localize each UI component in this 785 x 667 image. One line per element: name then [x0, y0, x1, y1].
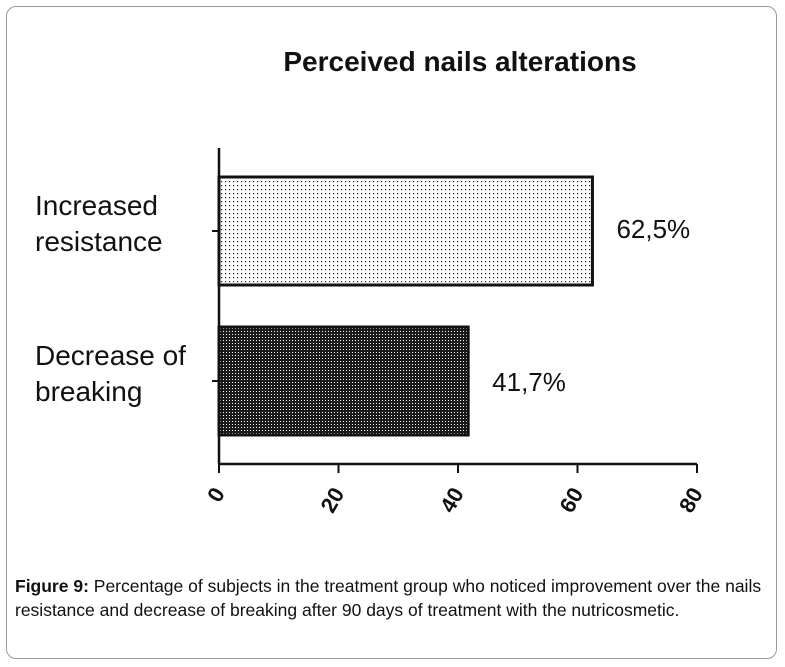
chart-title: Perceived nails alterations [283, 46, 636, 77]
bar [217, 175, 594, 287]
category-label: resistance [35, 226, 163, 257]
category-label: breaking [35, 376, 142, 407]
x-tick-label: 0 [202, 483, 230, 506]
category-label: Decrease of [35, 340, 186, 371]
category-label: Increased [35, 190, 158, 221]
plot-area: Increased resistance 62,5% Decrease of break… [35, 148, 708, 517]
x-tick-label: 80 [674, 483, 708, 517]
value-label: 62,5% [616, 214, 690, 244]
x-tick-label: 40 [435, 483, 469, 517]
bar-chart: Perceived nails alterations Increased res… [35, 46, 708, 517]
caption-text: Percentage of subjects in the treatment … [15, 576, 762, 620]
caption-label: Figure 9: [15, 576, 89, 596]
bar [217, 325, 470, 437]
figure-caption: Figure 9: Percentage of subjects in the … [15, 574, 775, 622]
x-tick-label: 60 [554, 483, 588, 517]
value-label: 41,7% [492, 367, 566, 397]
x-tick-label: 20 [315, 483, 349, 517]
